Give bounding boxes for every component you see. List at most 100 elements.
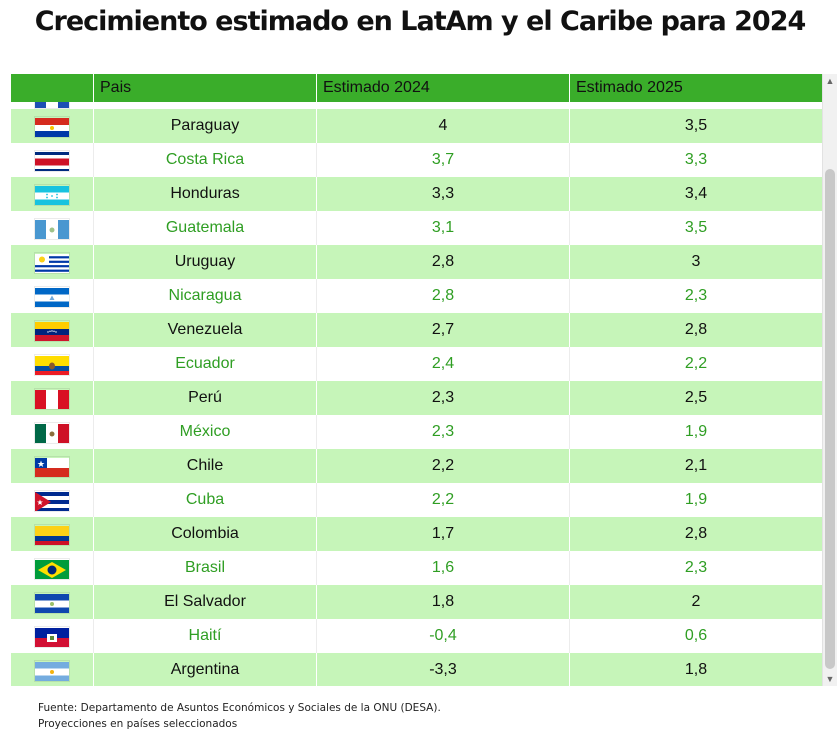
flag-cell — [11, 245, 93, 279]
ecuador-flag-icon — [35, 355, 69, 375]
table-row: Cuba 2,2 1,9 — [11, 483, 822, 517]
country-cell: Uruguay — [93, 245, 316, 279]
estimado-2025-cell: 1,9 — [569, 483, 822, 517]
cuba-flag-icon — [35, 491, 69, 511]
chile-flag-icon — [35, 457, 69, 477]
flag-cell — [11, 449, 93, 483]
table-header: Pais Estimado 2024 Estimado 2025 — [11, 74, 822, 102]
country-cell: Brasil — [93, 551, 316, 585]
estimado-2024-cell: 2,8 — [316, 279, 569, 313]
flag-cell — [11, 177, 93, 211]
table-row: Chile 2,2 2,1 — [11, 449, 822, 483]
estimado-2025-cell: 1,9 — [569, 415, 822, 449]
table-row: Colombia 1,7 2,8 — [11, 517, 822, 551]
country-cell: Venezuela — [93, 313, 316, 347]
estimado-2025-cell: 3,5 — [569, 109, 822, 143]
estimado-2025-cell: 3 — [569, 245, 822, 279]
table-row: Paraguay 4 3,5 — [11, 109, 822, 143]
data-table[interactable]: Pais Estimado 2024 Estimado 2025 Paragua… — [11, 74, 822, 686]
estimado-2024-cell: 1,6 — [316, 551, 569, 585]
estimado-2024-cell: 2,3 — [316, 381, 569, 415]
country-cell: Ecuador — [93, 347, 316, 381]
table-row: Ecuador 2,4 2,2 — [11, 347, 822, 381]
country-cell: Perú — [93, 381, 316, 415]
honduras-flag-icon — [35, 185, 69, 205]
estimado-2024-cell: 2,8 — [316, 245, 569, 279]
colombia-flag-icon — [35, 525, 69, 545]
mexico-flag-icon — [35, 423, 69, 443]
estimado-2024-cell: 1,8 — [316, 585, 569, 619]
venezuela-flag-icon — [35, 321, 69, 341]
estimado-2024-cell: 2,2 — [316, 449, 569, 483]
estimado-2024-cell: 3,3 — [316, 177, 569, 211]
estimado-2024-cell: -3,3 — [316, 653, 569, 686]
estimado-2025-cell: 2,2 — [569, 347, 822, 381]
estimado-2025-cell: 2,8 — [569, 313, 822, 347]
estimado-2025-cell: 1,8 — [569, 653, 822, 686]
country-cell: Chile — [93, 449, 316, 483]
country-cell: Paraguay — [93, 109, 316, 143]
estimado-2024-cell: -0,4 — [316, 619, 569, 653]
costa-rica-flag-icon — [35, 151, 69, 171]
source-note: Fuente: Departamento de Asuntos Económic… — [38, 702, 441, 714]
table-row: Perú 2,3 2,5 — [11, 381, 822, 415]
table-row: Argentina -3,3 1,8 — [11, 653, 822, 686]
brasil-flag-icon — [35, 559, 69, 579]
flag-cell — [11, 551, 93, 585]
estimado-2024-cell: 3,7 — [316, 143, 569, 177]
country-cell: Guatemala — [93, 211, 316, 245]
country-cell: Nicaragua — [93, 279, 316, 313]
estimado-2024-cell: 2,7 — [316, 313, 569, 347]
table-row: El Salvador 1,8 2 — [11, 585, 822, 619]
scroll-down-arrow-icon[interactable]: ▼ — [825, 674, 835, 684]
haiti-flag-icon — [35, 627, 69, 647]
nicaragua-flag-icon — [35, 287, 69, 307]
table-row: Brasil 1,6 2,3 — [11, 551, 822, 585]
flag-cell — [11, 347, 93, 381]
paraguay-flag-icon — [35, 117, 69, 137]
estimado-2025-cell: 2,1 — [569, 449, 822, 483]
estimado-2025-cell: 2 — [569, 585, 822, 619]
flag-cell — [11, 279, 93, 313]
estimado-2025-cell: 2,3 — [569, 279, 822, 313]
table-row: México 2,3 1,9 — [11, 415, 822, 449]
country-cell: Colombia — [93, 517, 316, 551]
header-pais: Pais — [93, 74, 316, 102]
flag-cell — [11, 517, 93, 551]
table-row: Haití -0,4 0,6 — [11, 619, 822, 653]
header-estimado-2025: Estimado 2025 — [569, 74, 822, 102]
estimado-2025-cell: 2,3 — [569, 551, 822, 585]
estimado-2025-cell: 2,5 — [569, 381, 822, 415]
country-cell: Honduras — [93, 177, 316, 211]
estimado-2024-cell: 2,3 — [316, 415, 569, 449]
country-cell: Haití — [93, 619, 316, 653]
scrollbar[interactable]: ▲ ▼ — [822, 74, 837, 686]
scrollbar-thumb[interactable] — [825, 169, 835, 669]
estimado-2024-cell: 2,4 — [316, 347, 569, 381]
estimado-2025-cell: 0,6 — [569, 619, 822, 653]
page-title: Crecimiento estimado en LatAm y el Carib… — [34, 6, 807, 37]
argentina-flag-icon — [35, 661, 69, 681]
estimado-2025-cell: 3,5 — [569, 211, 822, 245]
flag-cell — [11, 143, 93, 177]
table-row: Nicaragua 2,8 2,3 — [11, 279, 822, 313]
flag-cell — [11, 381, 93, 415]
flag-cell — [11, 211, 93, 245]
flag-cell — [11, 653, 93, 686]
table-row: Uruguay 2,8 3 — [11, 245, 822, 279]
country-cell: Costa Rica — [93, 143, 316, 177]
table-row: Costa Rica 3,7 3,3 — [11, 143, 822, 177]
table-row: Guatemala 3,1 3,5 — [11, 211, 822, 245]
estimado-2024-cell: 4 — [316, 109, 569, 143]
country-cell: Argentina — [93, 653, 316, 686]
estimado-2024-cell: 3,1 — [316, 211, 569, 245]
table-row: Venezuela 2,7 2,8 — [11, 313, 822, 347]
country-cell: México — [93, 415, 316, 449]
el-salvador-flag-icon — [35, 593, 69, 613]
peru-flag-icon — [35, 389, 69, 409]
country-cell: Cuba — [93, 483, 316, 517]
header-estimado-2024: Estimado 2024 — [316, 74, 569, 102]
scroll-up-arrow-icon[interactable]: ▲ — [825, 76, 835, 86]
projection-note: Proyecciones en países seleccionados — [38, 718, 238, 730]
header-flag — [11, 74, 93, 102]
